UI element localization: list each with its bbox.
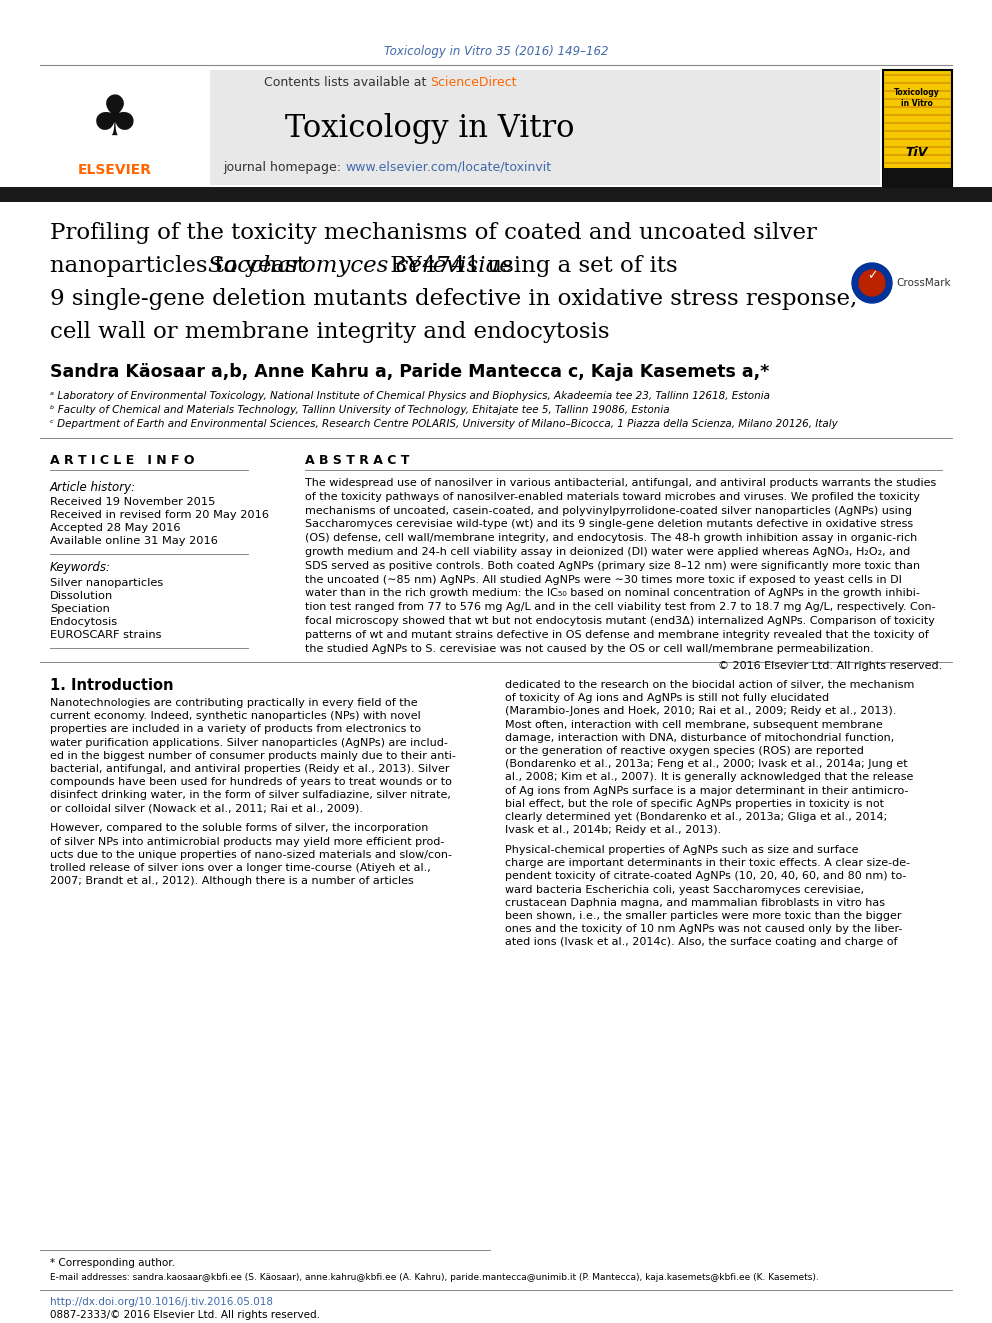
Text: bial effect, but the role of specific AgNPs properties in toxicity is not: bial effect, but the role of specific Ag…	[505, 799, 884, 808]
Text: CrossMark: CrossMark	[896, 278, 950, 288]
Text: Dissolution: Dissolution	[50, 591, 113, 601]
Text: Speciation: Speciation	[50, 605, 110, 614]
Text: BY4741 using a set of its: BY4741 using a set of its	[383, 255, 678, 277]
Text: compounds have been used for hundreds of years to treat wounds or to: compounds have been used for hundreds of…	[50, 777, 452, 787]
Text: trolled release of silver ions over a longer time-course (Atiyeh et al.,: trolled release of silver ions over a lo…	[50, 863, 431, 873]
Text: journal homepage:: journal homepage:	[223, 160, 345, 173]
Text: or the generation of reactive oxygen species (ROS) are reported: or the generation of reactive oxygen spe…	[505, 746, 864, 755]
Text: (Bondarenko et al., 2013a; Feng et al., 2000; Ivask et al., 2014a; Jung et: (Bondarenko et al., 2013a; Feng et al., …	[505, 759, 908, 769]
Text: al., 2008; Kim et al., 2007). It is generally acknowledged that the release: al., 2008; Kim et al., 2007). It is gene…	[505, 773, 914, 782]
Text: damage, interaction with DNA, disturbance of mitochondrial function,: damage, interaction with DNA, disturbanc…	[505, 733, 894, 742]
Text: ated ions (Ivask et al., 2014c). Also, the surface coating and charge of: ated ions (Ivask et al., 2014c). Also, t…	[505, 938, 898, 947]
Text: 2007; Brandt et al., 2012). Although there is a number of articles: 2007; Brandt et al., 2012). Although the…	[50, 876, 414, 886]
Text: Accepted 28 May 2016: Accepted 28 May 2016	[50, 523, 181, 533]
Text: Toxicology in Vitro: Toxicology in Vitro	[286, 112, 574, 143]
Text: crustacean Daphnia magna, and mammalian fibroblasts in vitro has: crustacean Daphnia magna, and mammalian …	[505, 898, 885, 908]
Text: © 2016 Elsevier Ltd. All rights reserved.: © 2016 Elsevier Ltd. All rights reserved…	[718, 662, 942, 671]
Text: of toxicity of Ag ions and AgNPs is still not fully elucidated: of toxicity of Ag ions and AgNPs is stil…	[505, 693, 829, 704]
FancyBboxPatch shape	[40, 70, 210, 185]
Text: cell wall or membrane integrity and endocytosis: cell wall or membrane integrity and endo…	[50, 321, 609, 343]
Text: the uncoated (∼85 nm) AgNPs. All studied AgNPs were ∼30 times more toxic if expo: the uncoated (∼85 nm) AgNPs. All studied…	[305, 574, 902, 585]
Text: Available online 31 May 2016: Available online 31 May 2016	[50, 536, 218, 546]
Text: TiV: TiV	[906, 146, 929, 159]
Text: Profiling of the toxicity mechanisms of coated and uncoated silver: Profiling of the toxicity mechanisms of …	[50, 222, 816, 243]
Text: clearly determined yet (Bondarenko et al., 2013a; Gliga et al., 2014;: clearly determined yet (Bondarenko et al…	[505, 812, 887, 822]
Text: Physical-chemical properties of AgNPs such as size and surface: Physical-chemical properties of AgNPs su…	[505, 845, 858, 855]
Text: been shown, i.e., the smaller particles were more toxic than the bigger: been shown, i.e., the smaller particles …	[505, 912, 902, 921]
Text: disinfect drinking water, in the form of silver sulfadiazine, silver nitrate,: disinfect drinking water, in the form of…	[50, 790, 451, 800]
Text: ScienceDirect: ScienceDirect	[430, 75, 517, 89]
Text: growth medium and 24-h cell viability assay in deionized (DI) water were applied: growth medium and 24-h cell viability as…	[305, 546, 911, 557]
Text: A R T I C L E   I N F O: A R T I C L E I N F O	[50, 454, 194, 467]
FancyBboxPatch shape	[883, 70, 952, 188]
Text: Received 19 November 2015: Received 19 November 2015	[50, 497, 215, 507]
FancyBboxPatch shape	[0, 187, 992, 202]
Text: ᶜ Department of Earth and Environmental Sciences, Research Centre POLARIS, Unive: ᶜ Department of Earth and Environmental …	[50, 419, 838, 429]
Text: bacterial, antifungal, and antiviral properties (Reidy et al., 2013). Silver: bacterial, antifungal, and antiviral pro…	[50, 763, 449, 774]
Text: The widespread use of nanosilver in various antibacterial, antifungal, and antiv: The widespread use of nanosilver in vari…	[305, 478, 936, 488]
Text: ucts due to the unique properties of nano-sized materials and slow/con-: ucts due to the unique properties of nan…	[50, 849, 452, 860]
FancyBboxPatch shape	[40, 70, 880, 185]
Text: Saccharomyces cerevisiae wild-type (wt) and its 9 single-gene deletion mutants d: Saccharomyces cerevisiae wild-type (wt) …	[305, 520, 913, 529]
Text: ᵃ Laboratory of Environmental Toxicology, National Institute of Chemical Physics: ᵃ Laboratory of Environmental Toxicology…	[50, 392, 770, 401]
Text: (Marambio-Jones and Hoek, 2010; Rai et al., 2009; Reidy et al., 2013).: (Marambio-Jones and Hoek, 2010; Rai et a…	[505, 706, 897, 716]
Text: 0887-2333/© 2016 Elsevier Ltd. All rights reserved.: 0887-2333/© 2016 Elsevier Ltd. All right…	[50, 1310, 320, 1320]
Text: nanoparticles to yeast: nanoparticles to yeast	[50, 255, 313, 277]
Text: tion test ranged from 77 to 576 mg Ag/L and in the cell viability test from 2.7 : tion test ranged from 77 to 576 mg Ag/L …	[305, 602, 935, 613]
Text: of Ag ions from AgNPs surface is a major determinant in their antimicro-: of Ag ions from AgNPs surface is a major…	[505, 786, 909, 795]
Text: Toxicology
in Vitro: Toxicology in Vitro	[894, 89, 939, 107]
Text: Toxicology in Vitro 35 (2016) 149–162: Toxicology in Vitro 35 (2016) 149–162	[384, 45, 608, 58]
Text: www.elsevier.com/locate/toxinvit: www.elsevier.com/locate/toxinvit	[345, 160, 552, 173]
Circle shape	[859, 270, 885, 296]
Text: Ivask et al., 2014b; Reidy et al., 2013).: Ivask et al., 2014b; Reidy et al., 2013)…	[505, 826, 721, 835]
Text: focal microscopy showed that wt but not endocytosis mutant (end3Δ) internalized : focal microscopy showed that wt but not …	[305, 617, 934, 626]
Text: Saccharomyces cerevisiae: Saccharomyces cerevisiae	[208, 255, 513, 277]
Text: Silver nanoparticles: Silver nanoparticles	[50, 578, 164, 587]
Text: ones and the toxicity of 10 nm AgNPs was not caused only by the liber-: ones and the toxicity of 10 nm AgNPs was…	[505, 925, 903, 934]
Text: patterns of wt and mutant strains defective in OS defense and membrane integrity: patterns of wt and mutant strains defect…	[305, 630, 929, 640]
Text: Article history:: Article history:	[50, 480, 136, 493]
Text: * Corresponding author.: * Corresponding author.	[50, 1258, 175, 1267]
Text: pendent toxicity of citrate-coated AgNPs (10, 20, 40, 60, and 80 nm) to-: pendent toxicity of citrate-coated AgNPs…	[505, 872, 907, 881]
Text: SDS served as positive controls. Both coated AgNPs (primary size 8–12 nm) were s: SDS served as positive controls. Both co…	[305, 561, 921, 570]
Text: However, compared to the soluble forms of silver, the incorporation: However, compared to the soluble forms o…	[50, 823, 429, 833]
Text: 1. Introduction: 1. Introduction	[50, 677, 174, 692]
Text: Nanotechnologies are contributing practically in every field of the: Nanotechnologies are contributing practi…	[50, 699, 418, 708]
Text: ✓: ✓	[867, 270, 877, 283]
Text: Most often, interaction with cell membrane, subsequent membrane: Most often, interaction with cell membra…	[505, 720, 883, 729]
Text: Endocytosis: Endocytosis	[50, 617, 118, 627]
FancyBboxPatch shape	[883, 168, 952, 188]
Text: Sandra Käosaar a,b, Anne Kahru a, Paride Mantecca c, Kaja Kasemets a,*: Sandra Käosaar a,b, Anne Kahru a, Paride…	[50, 363, 770, 381]
Text: ed in the biggest number of consumer products mainly due to their anti-: ed in the biggest number of consumer pro…	[50, 750, 456, 761]
Text: water than in the rich growth medium: the IC₅₀ based on nominal concentration of: water than in the rich growth medium: th…	[305, 589, 920, 598]
Text: of silver NPs into antimicrobial products may yield more efficient prod-: of silver NPs into antimicrobial product…	[50, 836, 444, 847]
Text: http://dx.doi.org/10.1016/j.tiv.2016.05.018: http://dx.doi.org/10.1016/j.tiv.2016.05.…	[50, 1297, 273, 1307]
Text: A B S T R A C T: A B S T R A C T	[305, 454, 410, 467]
Text: properties are included in a variety of products from electronics to: properties are included in a variety of …	[50, 725, 421, 734]
Text: or colloidal silver (Nowack et al., 2011; Rai et al., 2009).: or colloidal silver (Nowack et al., 2011…	[50, 803, 363, 814]
Text: charge are important determinants in their toxic effects. A clear size-de-: charge are important determinants in the…	[505, 859, 910, 868]
Text: water purification applications. Silver nanoparticles (AgNPs) are includ-: water purification applications. Silver …	[50, 738, 447, 747]
Text: ward bacteria Escherichia coli, yeast Saccharomyces cerevisiae,: ward bacteria Escherichia coli, yeast Sa…	[505, 885, 864, 894]
Text: of the toxicity pathways of nanosilver-enabled materials toward microbes and vir: of the toxicity pathways of nanosilver-e…	[305, 492, 920, 501]
Text: (OS) defense, cell wall/membrane integrity, and endocytosis. The 48-h growth inh: (OS) defense, cell wall/membrane integri…	[305, 533, 918, 544]
Text: current economy. Indeed, synthetic nanoparticles (NPs) with novel: current economy. Indeed, synthetic nanop…	[50, 712, 421, 721]
Text: EUROSCARF strains: EUROSCARF strains	[50, 630, 162, 640]
Text: ♣: ♣	[90, 93, 140, 147]
Text: Contents lists available at: Contents lists available at	[264, 75, 430, 89]
Text: dedicated to the research on the biocidal action of silver, the mechanism: dedicated to the research on the biocida…	[505, 680, 915, 691]
Text: mechanisms of uncoated, casein-coated, and polyvinylpyrrolidone-coated silver na: mechanisms of uncoated, casein-coated, a…	[305, 505, 912, 516]
Text: ELSEVIER: ELSEVIER	[78, 163, 152, 177]
Text: Received in revised form 20 May 2016: Received in revised form 20 May 2016	[50, 509, 269, 520]
Text: Keywords:: Keywords:	[50, 561, 111, 574]
Text: ᵇ Faculty of Chemical and Materials Technology, Tallinn University of Technology: ᵇ Faculty of Chemical and Materials Tech…	[50, 405, 670, 415]
Text: the studied AgNPs to S. cerevisiae was not caused by the OS or cell wall/membran: the studied AgNPs to S. cerevisiae was n…	[305, 643, 874, 654]
Text: E-mail addresses: sandra.kaosaar@kbfi.ee (S. Käosaar), anne.kahru@kbfi.ee (A. Ka: E-mail addresses: sandra.kaosaar@kbfi.ee…	[50, 1273, 818, 1282]
Text: 9 single-gene deletion mutants defective in oxidative stress response,: 9 single-gene deletion mutants defective…	[50, 288, 857, 310]
Circle shape	[852, 263, 892, 303]
